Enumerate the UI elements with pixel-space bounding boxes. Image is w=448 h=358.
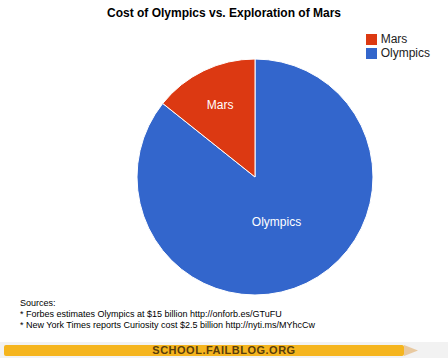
html-text:Mars: Mars [380,32,408,46]
html-text:Cost of Olympics vs. Explorati: Cost of Olympics vs. Exploration of Mars [107,6,341,20]
svg-text:Mars: Mars [207,98,234,112]
html-text:Olympics: Olympics [380,46,430,60]
svg-text:Olympics: Olympics [252,215,301,229]
html-text:SCHOOL.FAILBLOG.ORG: SCHOOL.FAILBLOG.ORG [152,344,296,356]
html-text:* New York Times reports Curio: * New York Times reports Curiosity cost … [20,320,316,330]
html-text:* Forbes estimates Olympics at: * Forbes estimates Olympics at $15 billi… [20,309,282,319]
html-text:Sources:: Sources: [20,298,56,308]
